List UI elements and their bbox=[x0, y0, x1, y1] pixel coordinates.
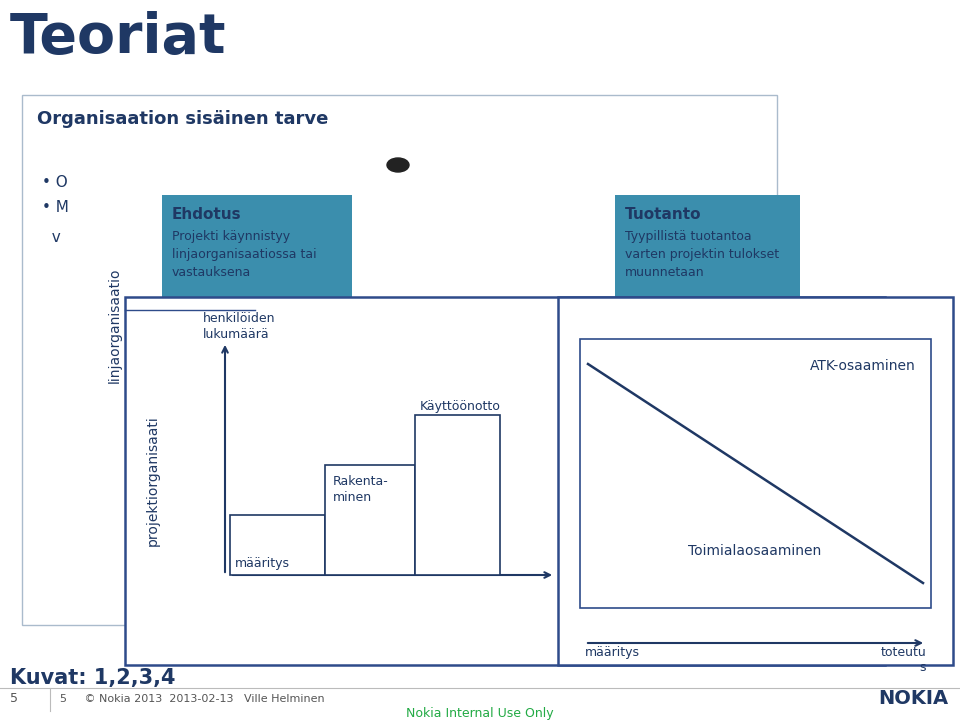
Text: henkilöiden: henkilöiden bbox=[203, 312, 276, 325]
Text: työvaiheiden
eteneminen: työvaiheiden eteneminen bbox=[560, 542, 641, 571]
Text: Ehdotus: Ehdotus bbox=[172, 207, 242, 222]
Bar bbox=[22, 95, 777, 625]
Ellipse shape bbox=[387, 158, 409, 172]
Bar bbox=[325, 465, 415, 575]
Text: • O: • O bbox=[42, 175, 68, 190]
Text: Tyypillistä tuotantoa
varten projektin tulokset
muunnetaan: Tyypillistä tuotantoa varten projektin t… bbox=[625, 230, 780, 279]
Bar bbox=[580, 339, 931, 608]
Bar bbox=[125, 297, 885, 665]
Bar bbox=[230, 515, 325, 575]
Text: Tuotanto: Tuotanto bbox=[625, 207, 702, 222]
Text: määritys: määritys bbox=[235, 557, 290, 570]
Text: Teoriat: Teoriat bbox=[10, 11, 227, 65]
Text: 5     © Nokia 2013  2013-02-13   Ville Helminen: 5 © Nokia 2013 2013-02-13 Ville Helminen bbox=[60, 694, 324, 704]
Text: määritys: määritys bbox=[585, 646, 640, 659]
Text: 5: 5 bbox=[10, 693, 18, 706]
Text: Organisaation sisäinen tarve: Organisaation sisäinen tarve bbox=[37, 110, 328, 128]
Text: Käyttöönotto: Käyttöönotto bbox=[420, 400, 501, 413]
Text: NOKIA: NOKIA bbox=[877, 690, 948, 709]
Text: toteutu
s: toteutu s bbox=[880, 646, 926, 674]
Bar bbox=[162, 195, 352, 375]
Text: Toimialaosaaminen: Toimialaosaaminen bbox=[688, 544, 822, 558]
Text: ATK-osaaminen: ATK-osaaminen bbox=[810, 359, 916, 373]
Bar bbox=[615, 195, 800, 375]
Text: Rakenta-
minen: Rakenta- minen bbox=[333, 475, 389, 504]
Text: • M: • M bbox=[42, 200, 69, 215]
Bar bbox=[558, 297, 953, 665]
Text: projektiorganisaati: projektiorganisaati bbox=[146, 415, 160, 547]
Bar bbox=[415, 415, 500, 575]
Text: linjaorganisaatio: linjaorganisaatio bbox=[108, 267, 122, 383]
Text: v: v bbox=[42, 230, 60, 245]
Text: Nokia Internal Use Only: Nokia Internal Use Only bbox=[406, 706, 554, 719]
Text: Projekti käynnistyy
linjaorganisaatiossa tai
vastauksena: Projekti käynnistyy linjaorganisaatiossa… bbox=[172, 230, 317, 279]
Text: Kuvat: 1,2,3,4: Kuvat: 1,2,3,4 bbox=[10, 668, 176, 688]
Text: lukumäärä: lukumäärä bbox=[203, 328, 270, 341]
